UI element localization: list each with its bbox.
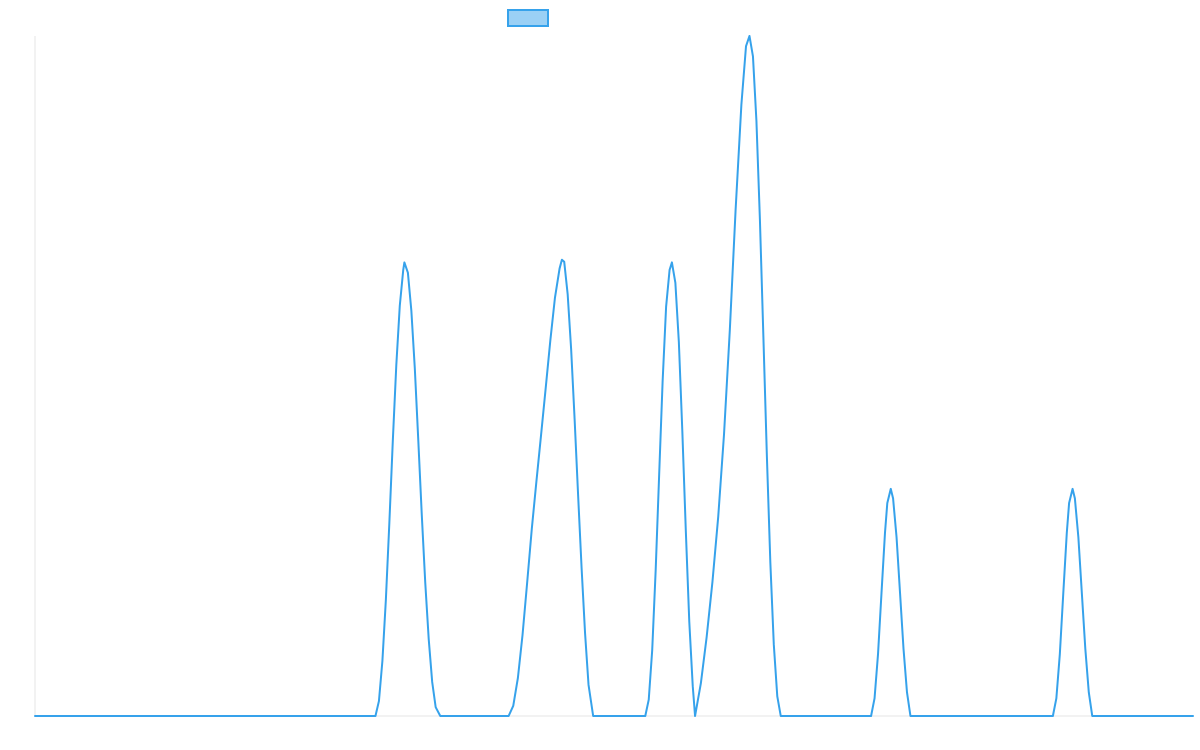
series-layer: [34, 35, 1194, 717]
legend-swatch[interactable]: [507, 9, 549, 27]
series-line-1: [34, 35, 1194, 717]
